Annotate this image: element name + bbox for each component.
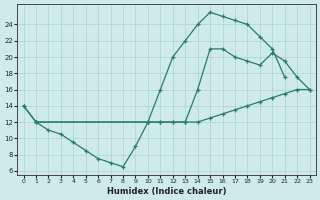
X-axis label: Humidex (Indice chaleur): Humidex (Indice chaleur) [107, 187, 226, 196]
